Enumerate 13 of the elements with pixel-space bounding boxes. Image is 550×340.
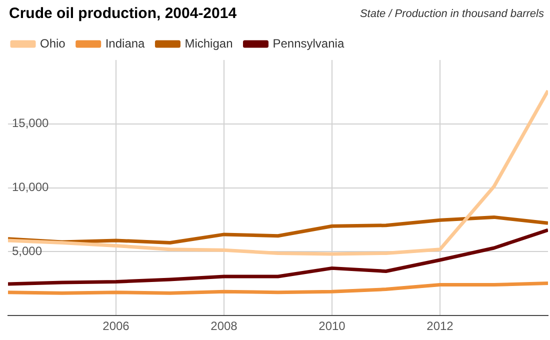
legend-label: Pennsylvania xyxy=(272,36,344,50)
x-tick-label: 2008 xyxy=(210,319,238,334)
legend-label: Michigan xyxy=(184,36,233,50)
chart-subtitle: State / Production in thousand barrels xyxy=(360,8,544,20)
legend-label: Indiana xyxy=(105,36,146,50)
chart-title: Crude oil production, 2004-2014 xyxy=(9,5,237,22)
x-tick-label: 2006 xyxy=(102,319,130,334)
y-tick-label: 15,000 xyxy=(12,116,50,130)
legend-label: Ohio xyxy=(40,36,66,50)
y-tick-label: 5,000 xyxy=(12,244,42,258)
x-tick-label: 2010 xyxy=(318,319,346,334)
x-tick-label: 2012 xyxy=(426,319,454,334)
y-tick-label: 10,000 xyxy=(12,180,50,194)
